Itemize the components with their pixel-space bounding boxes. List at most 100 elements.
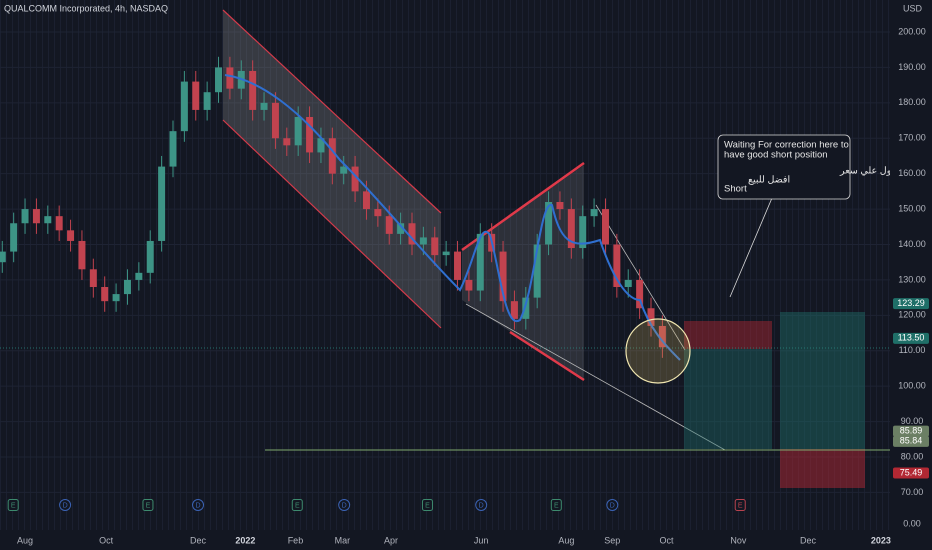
event-marker [142, 499, 154, 511]
price-label-box [893, 435, 929, 447]
annotation-text: have good short position [724, 150, 828, 161]
event-label: D [342, 502, 347, 509]
candle-body [55, 216, 63, 231]
candle-body [294, 117, 302, 146]
event-marker [550, 499, 562, 511]
candle-body [385, 216, 393, 234]
candle-body [647, 308, 655, 326]
candle-body [158, 166, 166, 241]
y-tick-label: 190.00 [898, 62, 926, 72]
channel-line [222, 9, 442, 214]
candle-body [249, 70, 257, 110]
candle-body [442, 251, 450, 256]
event-marker [421, 499, 433, 511]
candle-body [522, 297, 530, 319]
event-marker [192, 499, 205, 511]
chart-title: QUALCOMM Incorporated, 4h, NASDAQ [4, 3, 168, 13]
candle-body [658, 325, 666, 348]
x-tick-label: 2022 [235, 535, 255, 545]
candle-body [44, 216, 52, 224]
annotation-box [717, 134, 851, 200]
candle-body [32, 209, 40, 224]
trend-line [595, 204, 686, 351]
y-tick-label: 180.00 [898, 97, 926, 107]
candle-body [419, 237, 427, 245]
candle-body [89, 269, 97, 287]
annotation-text: Short [724, 184, 747, 195]
event-label: D [479, 502, 484, 509]
candle-body [374, 209, 382, 217]
candle-body [135, 272, 143, 280]
candle-body [362, 191, 370, 210]
x-tick-label: Dec [800, 535, 817, 545]
event-label: E [738, 502, 743, 509]
x-tick-label: Aug [558, 535, 574, 545]
candle-body [215, 67, 223, 93]
drawing-path [224, 74, 681, 361]
annotation: Waiting For correction here to have good… [717, 134, 932, 200]
y-tick-label: 70.00 [901, 487, 924, 497]
price-axis [890, 0, 932, 550]
stop-zone [684, 321, 772, 349]
channel-line [222, 119, 442, 329]
candle-body [408, 223, 416, 245]
candle-body [123, 279, 131, 295]
candle-body [180, 81, 188, 132]
x-tick-label: Jun [474, 535, 489, 545]
price-label: 113.50 [898, 333, 925, 343]
wedge-fill [462, 165, 584, 380]
candle-body [169, 131, 177, 167]
candle-body [613, 244, 621, 287]
candle-body [203, 92, 211, 110]
event-marker [59, 499, 72, 511]
candle-body [465, 279, 473, 291]
candle-body [397, 223, 405, 234]
candle-body [601, 209, 609, 245]
y-tick-label: 170.00 [898, 133, 926, 143]
candle-body [271, 102, 279, 139]
event-label: D [195, 502, 200, 509]
event-label: D [63, 502, 68, 509]
event-marker [291, 499, 303, 511]
y-tick-label: 80.00 [901, 451, 924, 461]
event-label: E [295, 502, 300, 509]
candle-body [499, 251, 507, 302]
event-label: E [425, 502, 430, 509]
price-label-box [893, 467, 929, 479]
price-label: 123.29 [897, 298, 925, 308]
candle-body [545, 202, 553, 245]
candle-body [283, 138, 291, 146]
y-tick-label: 90.00 [901, 416, 924, 426]
y-tick-label: 110.00 [899, 345, 926, 355]
y-tick-label: 150.00 [898, 203, 926, 213]
candle-body [510, 301, 518, 319]
candle-body [431, 237, 439, 256]
candle-body [0, 251, 6, 263]
event-label: E [11, 502, 16, 509]
x-tick-label: Oct [99, 535, 114, 545]
event-marker [734, 499, 746, 511]
y-tick-label: 100.00 [898, 381, 926, 391]
x-tick-label: Mar [335, 535, 351, 545]
candle-body [567, 209, 575, 249]
y-tick-label: 160.00 [898, 168, 926, 178]
candle-body [78, 240, 86, 270]
event-marker [7, 499, 19, 511]
price-label: 85.84 [900, 436, 923, 446]
candle-body [112, 294, 120, 302]
event-marker [606, 499, 619, 511]
candle-body [476, 233, 484, 291]
candle-body [67, 230, 75, 241]
y-tick-label: 0.00 [903, 518, 921, 528]
x-tick-label: Sep [604, 535, 620, 545]
candle-body [351, 166, 359, 192]
price-label-box [893, 298, 929, 310]
candle-body [624, 279, 632, 287]
price-label: 85.89 [900, 426, 923, 436]
candle-body [556, 202, 564, 210]
x-tick-label: Aug [17, 535, 33, 545]
wedge-line [509, 330, 585, 382]
candle-body [328, 138, 336, 174]
